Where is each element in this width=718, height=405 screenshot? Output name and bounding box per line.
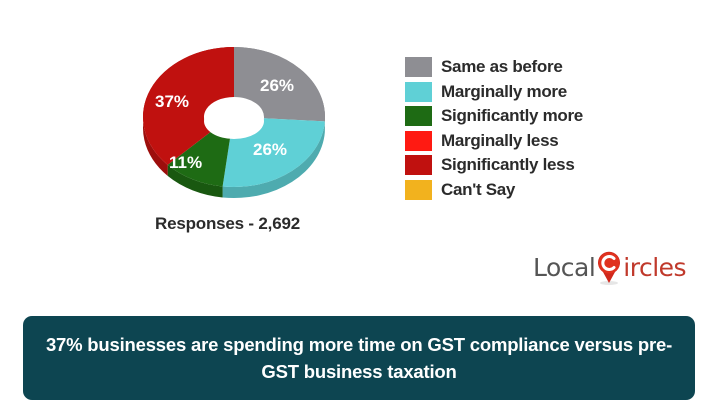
logo-text-right: ircles <box>623 252 687 282</box>
legend-label: Same as before <box>441 57 563 77</box>
donut-hole <box>204 103 264 139</box>
legend-swatch <box>405 81 432 102</box>
legend-label: Significantly less <box>441 155 575 175</box>
legend-swatch <box>405 57 432 78</box>
headline-text: 37% businesses are spending more time on… <box>45 334 673 382</box>
slice-depth <box>222 121 325 198</box>
legend-label: Marginally less <box>441 130 559 150</box>
label-same-as-before: 26% <box>260 76 294 95</box>
slice-depth <box>167 164 223 198</box>
label-marginally-more: 26% <box>253 140 287 159</box>
legend-label: Can't Say <box>441 179 516 199</box>
legend-swatch <box>405 106 432 127</box>
label-significantly-more: 11% <box>169 153 202 172</box>
legend-label: Marginally more <box>441 81 567 101</box>
label-significantly-less: 37% <box>155 92 189 111</box>
legend-item-significantly-more: Significantly more <box>405 104 583 129</box>
localcircles-logo: Local ircles <box>533 250 687 285</box>
legend-item-marginally-less: Marginally less <box>405 129 583 154</box>
legend-swatch <box>405 179 432 200</box>
headline-banner: 37% businesses are spending more time on… <box>23 316 695 400</box>
legend-item-same-as-before: Same as before <box>405 55 583 80</box>
chart-legend: Same as before Marginally more Significa… <box>405 55 583 202</box>
legend-label: Significantly more <box>441 106 583 126</box>
logo-text-left: Local <box>533 252 596 282</box>
donut-top <box>142 47 325 187</box>
slice-significantly-more <box>167 130 231 187</box>
legend-swatch <box>405 130 432 151</box>
location-pin-icon <box>596 250 622 285</box>
legend-item-significantly-less: Significantly less <box>405 153 583 178</box>
slice-same-as-before <box>234 47 325 122</box>
legend-item-cant-say: Can't Say <box>405 178 583 203</box>
legend-swatch <box>405 155 432 176</box>
slice-significantly-less <box>142 47 234 165</box>
responses-count: Responses - 2,692 <box>155 214 300 233</box>
legend-item-marginally-more: Marginally more <box>405 80 583 105</box>
